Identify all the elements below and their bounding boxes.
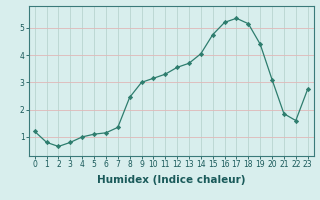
X-axis label: Humidex (Indice chaleur): Humidex (Indice chaleur) (97, 175, 245, 185)
